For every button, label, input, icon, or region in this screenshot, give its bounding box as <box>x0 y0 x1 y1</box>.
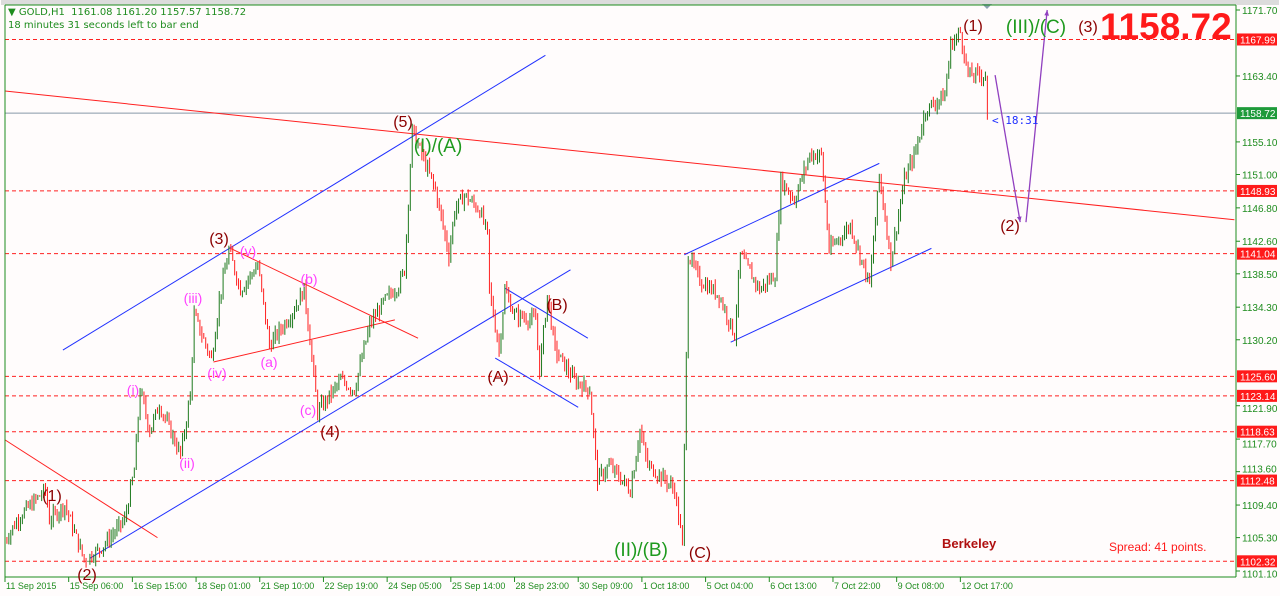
level-price-tag <box>1237 370 1277 383</box>
x-tick-label: 11 Sep 2015 <box>6 581 56 591</box>
wave-label[interactable]: (c) <box>299 402 317 418</box>
x-tick-label: 6 Oct 13:00 <box>770 581 817 591</box>
wave-label[interactable]: (iv) <box>207 365 227 381</box>
y-tick-label: 1146.80 <box>1242 204 1278 215</box>
arrow-head-icon <box>1016 216 1022 223</box>
wave-label[interactable]: (b) <box>300 271 318 287</box>
channel-line[interactable] <box>730 247 932 343</box>
trend-line[interactable] <box>228 247 419 339</box>
x-tick-label: 9 Oct 08:00 <box>898 581 945 591</box>
y-tick-label: 1151.00 <box>1242 170 1278 181</box>
channel-line[interactable] <box>89 269 571 559</box>
x-tick-label: 16 Sep 15:00 <box>133 581 187 591</box>
trend-line[interactable] <box>213 319 395 363</box>
current-price-tag <box>1237 107 1277 120</box>
wave-label[interactable]: (a) <box>260 354 278 370</box>
level-price-tag <box>1237 555 1277 568</box>
level-price-tag <box>1237 184 1277 197</box>
y-tick-label: 1121.90 <box>1242 404 1278 415</box>
channel-line[interactable] <box>62 54 546 351</box>
wave-label[interactable]: (III)/(C) <box>1005 17 1067 38</box>
wave-label[interactable]: (i) <box>126 382 140 398</box>
big-price-display: 1158.72 <box>1100 6 1232 47</box>
x-tick-label: 5 Oct 04:00 <box>707 581 754 591</box>
wave-label[interactable]: (iii) <box>183 290 203 306</box>
wave-label[interactable]: (ii) <box>179 455 195 471</box>
wave-label[interactable]: (A) <box>487 369 509 386</box>
y-tick-label: 1105.30 <box>1242 534 1278 545</box>
y-tick-label: 1171.70 <box>1242 6 1278 17</box>
wave-label[interactable]: (v) <box>239 243 257 259</box>
x-tick-label: 24 Sep 05:00 <box>388 581 442 591</box>
x-tick-label: 22 Sep 19:00 <box>324 581 378 591</box>
y-tick-label: 1134.30 <box>1242 303 1278 314</box>
x-tick-label: 12 Oct 17:00 <box>961 581 1013 591</box>
level-price-tag <box>1237 474 1277 487</box>
level-price-tag <box>1237 247 1277 260</box>
channel-line[interactable] <box>684 162 880 256</box>
projection-arrow[interactable] <box>1025 9 1048 223</box>
wave-label[interactable]: (I)/(A) <box>413 136 463 157</box>
trend-line[interactable] <box>4 439 158 539</box>
broker-brand: Berkeley <box>942 536 997 551</box>
level-price-tag <box>1237 389 1277 402</box>
bar-countdown: < 18:31 <box>992 114 1039 127</box>
symbol-info: ▼ GOLD,H1 1161.08 1161.20 1157.57 1158.7… <box>8 7 246 18</box>
x-tick-label: 18 Sep 01:00 <box>197 581 251 591</box>
wave-label[interactable]: (C) <box>688 545 712 562</box>
channel-line[interactable] <box>494 357 579 408</box>
x-tick-label: 1 Oct 18:00 <box>643 581 690 591</box>
y-tick-label: 1163.40 <box>1242 72 1278 83</box>
y-tick-label: 1155.10 <box>1242 138 1278 149</box>
wave-label[interactable]: (3) <box>1078 19 1098 36</box>
y-tick-label: 1130.20 <box>1242 336 1278 347</box>
level-price-label: 1125.60 <box>1240 372 1276 383</box>
level-price-label: 1167.99 <box>1240 35 1276 46</box>
wave-label[interactable]: (2) <box>1000 218 1020 235</box>
x-tick-label: 25 Sep 14:00 <box>452 581 506 591</box>
wave-label[interactable]: (1) <box>42 488 62 505</box>
level-price-label: 1141.04 <box>1240 250 1276 261</box>
wave-label[interactable]: (1) <box>963 18 983 35</box>
level-price-tag <box>1237 425 1277 438</box>
projection-arrow[interactable] <box>994 75 1021 223</box>
level-price-label: 1112.48 <box>1240 477 1275 488</box>
x-tick-label: 21 Sep 10:00 <box>261 581 315 591</box>
trend-line[interactable] <box>4 90 1235 221</box>
level-price-label: 1148.93 <box>1240 187 1276 198</box>
spread-readout: Spread: 41 points. <box>1109 540 1207 554</box>
level-price-label: 1118.63 <box>1240 428 1275 439</box>
x-tick-label: 15 Sep 06:00 <box>70 581 124 591</box>
y-tick-label: 1138.50 <box>1242 270 1278 281</box>
y-tick-label: 1142.60 <box>1242 237 1278 248</box>
arrow-head-icon <box>1044 10 1049 16</box>
current-price-label: 1158.72 <box>1240 109 1276 120</box>
wave-label[interactable]: (3) <box>209 231 229 248</box>
x-tick-label: 7 Oct 22:00 <box>834 581 881 591</box>
collapse-triangle-icon[interactable]: ▼ <box>8 7 19 18</box>
y-tick-label: 1109.40 <box>1242 501 1278 512</box>
wave-label[interactable]: (4) <box>320 424 340 441</box>
symbol-ohlc: GOLD,H1 1161.08 1161.20 1157.57 1158.72 <box>18 7 247 18</box>
bar-timer-text: 18 minutes 31 seconds left to bar end <box>8 20 199 31</box>
y-tick-label: 1113.60 <box>1242 465 1277 476</box>
y-tick-label: 1101.10 <box>1242 569 1278 580</box>
channel-line[interactable] <box>504 287 589 339</box>
wave-label[interactable]: (B) <box>546 297 568 314</box>
window-top-strip <box>1 0 1279 5</box>
x-tick-label: 28 Sep 23:00 <box>516 581 570 591</box>
wave-label[interactable]: (2) <box>77 567 97 584</box>
level-price-tag <box>1237 33 1277 46</box>
level-price-label: 1123.14 <box>1240 392 1276 403</box>
y-tick-label: 1117.70 <box>1242 440 1277 451</box>
x-tick-label: 30 Sep 09:00 <box>579 581 633 591</box>
wave-label[interactable]: (5) <box>393 114 413 131</box>
wave-label[interactable]: (II)/(B) <box>614 540 668 561</box>
level-price-label: 1102.32 <box>1240 557 1276 568</box>
